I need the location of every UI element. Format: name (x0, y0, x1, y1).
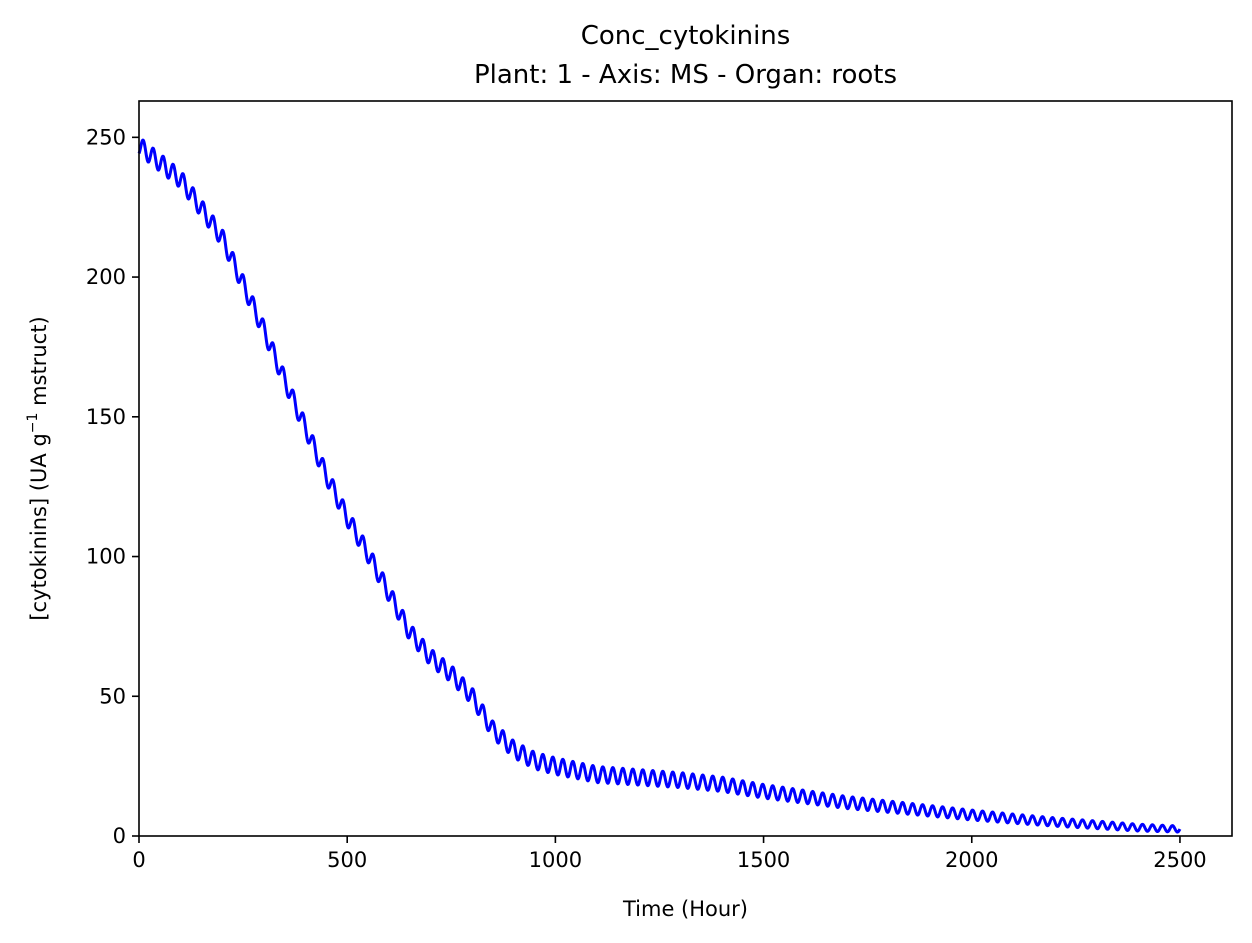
plot-frame (138, 100, 1233, 837)
y-axis-label: [cytokinins] (UA g−1 mstruct) (25, 316, 51, 620)
y-tick-label: 250 (86, 125, 126, 149)
x-axis-label: Time (Hour) (622, 897, 748, 921)
x-tick-label: 0 (132, 848, 145, 872)
chart-subtitle: Plant: 1 - Axis: MS - Organ: roots (474, 60, 897, 90)
y-tick-label: 0 (113, 824, 126, 848)
y-tick-label: 200 (86, 265, 126, 289)
y-tick-label: 150 (86, 405, 126, 429)
plot-area (137, 138, 1182, 834)
y-axis-label-tail: mstruct) (27, 316, 51, 412)
y-axis-label-superscript: −1 (25, 413, 41, 434)
x-tick-label: 2000 (945, 848, 998, 872)
x-tick-label: 1000 (529, 848, 582, 872)
y-tick-label: 100 (86, 545, 126, 569)
series-line (137, 138, 1182, 834)
y-axis-ticks: 0 50 100 150 200 250 (86, 125, 139, 848)
y-axis-label-main: [cytokinins] (UA g (27, 433, 51, 620)
x-tick-label: 500 (327, 848, 367, 872)
x-tick-label: 2500 (1153, 848, 1206, 872)
x-tick-label: 1500 (737, 848, 790, 872)
chart-title: Conc_cytokinins (581, 21, 791, 51)
x-axis-ticks: 0 500 1000 1500 2000 2500 (132, 836, 1207, 872)
chart-title-group: Conc_cytokinins Plant: 1 - Axis: MS - Or… (474, 21, 897, 90)
y-tick-label: 50 (99, 684, 126, 708)
